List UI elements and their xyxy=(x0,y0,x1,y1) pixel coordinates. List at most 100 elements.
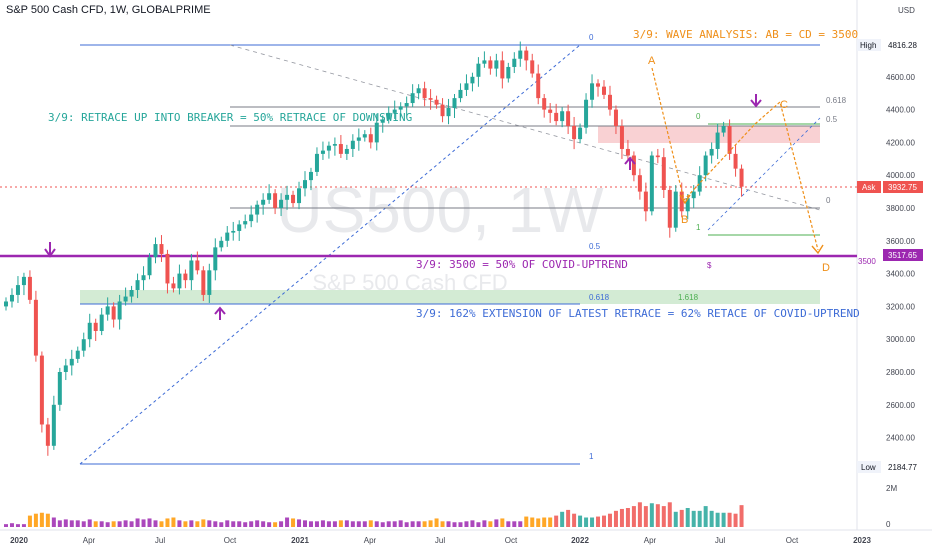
time-tick: Oct xyxy=(786,536,799,545)
candle-body xyxy=(237,224,242,231)
symbol-header[interactable]: S&P 500 Cash CFD, 1W, GLOBALPRIME xyxy=(6,4,211,16)
low-label-box xyxy=(857,461,881,473)
candle-body xyxy=(225,232,230,241)
price-tick: 3000.00 xyxy=(886,335,915,344)
candle-body xyxy=(410,93,415,104)
time-axis[interactable]: 2020 Apr Jul Oct 2021 Apr Jul Oct 2022 Apr Jul Oct 2… xyxy=(10,536,871,545)
volume-bar xyxy=(111,521,116,527)
candle-body xyxy=(57,372,62,405)
volume-bar xyxy=(703,506,708,527)
volume-bar xyxy=(195,521,200,527)
volume-bar xyxy=(542,517,547,527)
volume-bar xyxy=(464,521,469,527)
volume-bar xyxy=(33,513,38,527)
candle-body xyxy=(416,88,421,94)
price-tick: 2400.00 xyxy=(886,434,915,443)
candle-body xyxy=(506,66,511,79)
volume-bar xyxy=(715,512,720,527)
dividend-marker: $ xyxy=(707,261,712,270)
candle-body xyxy=(171,283,176,289)
fib-label-0: 0 xyxy=(589,33,594,42)
volume-bar xyxy=(123,520,128,527)
volume-bar xyxy=(362,521,367,527)
high-value-box xyxy=(883,39,923,51)
volume-bar xyxy=(99,521,104,527)
volume-bar xyxy=(159,521,164,527)
volume-bar xyxy=(619,508,624,527)
volume-bar xyxy=(512,521,517,527)
volume-bar xyxy=(643,506,648,527)
extension-zone xyxy=(80,290,820,304)
candle-body xyxy=(613,109,618,126)
volume-bar xyxy=(518,521,523,527)
annotation-wave-analysis: 3/9: WAVE ANALYSIS: AB = CD = 3500 xyxy=(633,28,858,41)
volume-bar xyxy=(488,521,493,527)
candle-body xyxy=(285,194,290,200)
volume-bar xyxy=(237,521,242,527)
volume-bar xyxy=(506,521,511,527)
candle-body xyxy=(494,60,499,69)
price-tick: 3800.00 xyxy=(886,204,915,213)
volume-bar xyxy=(494,519,499,527)
arrow-up-icon xyxy=(214,306,226,320)
volume-bar xyxy=(679,509,684,527)
volume-bar xyxy=(15,524,20,527)
watermark-symbol: US500, 1W xyxy=(276,174,604,246)
candle-body xyxy=(291,194,296,204)
volume-bar xyxy=(637,502,642,527)
candle-body xyxy=(261,199,266,205)
volume-bar xyxy=(63,519,68,527)
arrow-down-icon xyxy=(44,242,56,258)
candle-body xyxy=(446,107,451,117)
volume-bar xyxy=(398,520,403,527)
volume-bar xyxy=(297,519,302,527)
volume-bar xyxy=(482,520,487,527)
volume-bar xyxy=(21,524,26,527)
candle-body xyxy=(584,99,589,128)
volume-bar xyxy=(189,520,194,527)
candle-body xyxy=(392,109,397,113)
small-fib-label-0: 0 xyxy=(696,112,701,121)
candle-body xyxy=(320,150,325,154)
volume-bar xyxy=(422,521,427,527)
candle-body xyxy=(560,111,565,122)
volume-bar xyxy=(590,517,595,527)
candle-body xyxy=(440,104,445,117)
small-fib-label-1: 1 xyxy=(696,223,701,232)
volume-bar xyxy=(691,510,696,527)
candle-body xyxy=(344,148,349,154)
candle-body xyxy=(99,314,104,331)
annotation-retrace: 3/9: RETRACE UP INTO BREAKER = 50% RETRA… xyxy=(48,111,412,124)
candle-body xyxy=(619,126,624,149)
volume-tick-0: 0 xyxy=(886,520,891,529)
candle-body xyxy=(350,140,355,149)
candle-body xyxy=(703,155,708,176)
candle-body xyxy=(554,112,559,122)
volume-bar xyxy=(434,518,439,527)
volume-bars xyxy=(4,502,744,527)
candle-body xyxy=(267,193,272,200)
candle-body xyxy=(87,322,92,340)
price-tick: 4000.00 xyxy=(886,171,915,180)
candle-body xyxy=(404,103,409,107)
candle-body xyxy=(39,355,44,425)
arrow-down-icon xyxy=(750,94,762,108)
volume-bar xyxy=(392,521,397,527)
volume-bar xyxy=(739,505,744,527)
volume-bar xyxy=(697,510,702,527)
candle-body xyxy=(727,126,732,154)
candle-body xyxy=(177,273,182,289)
price-unit: USD xyxy=(898,6,915,15)
volume-bar xyxy=(255,520,260,527)
volume-bar xyxy=(380,522,385,527)
volume-bar xyxy=(416,521,421,527)
candle-body xyxy=(9,294,14,302)
candle-body xyxy=(33,299,38,356)
price-tick: 4600.00 xyxy=(886,73,915,82)
volume-bar xyxy=(177,520,182,527)
candle-body xyxy=(297,188,302,204)
volume-bar xyxy=(709,510,714,527)
price-scale[interactable] xyxy=(857,0,932,530)
candle-body xyxy=(374,122,379,143)
